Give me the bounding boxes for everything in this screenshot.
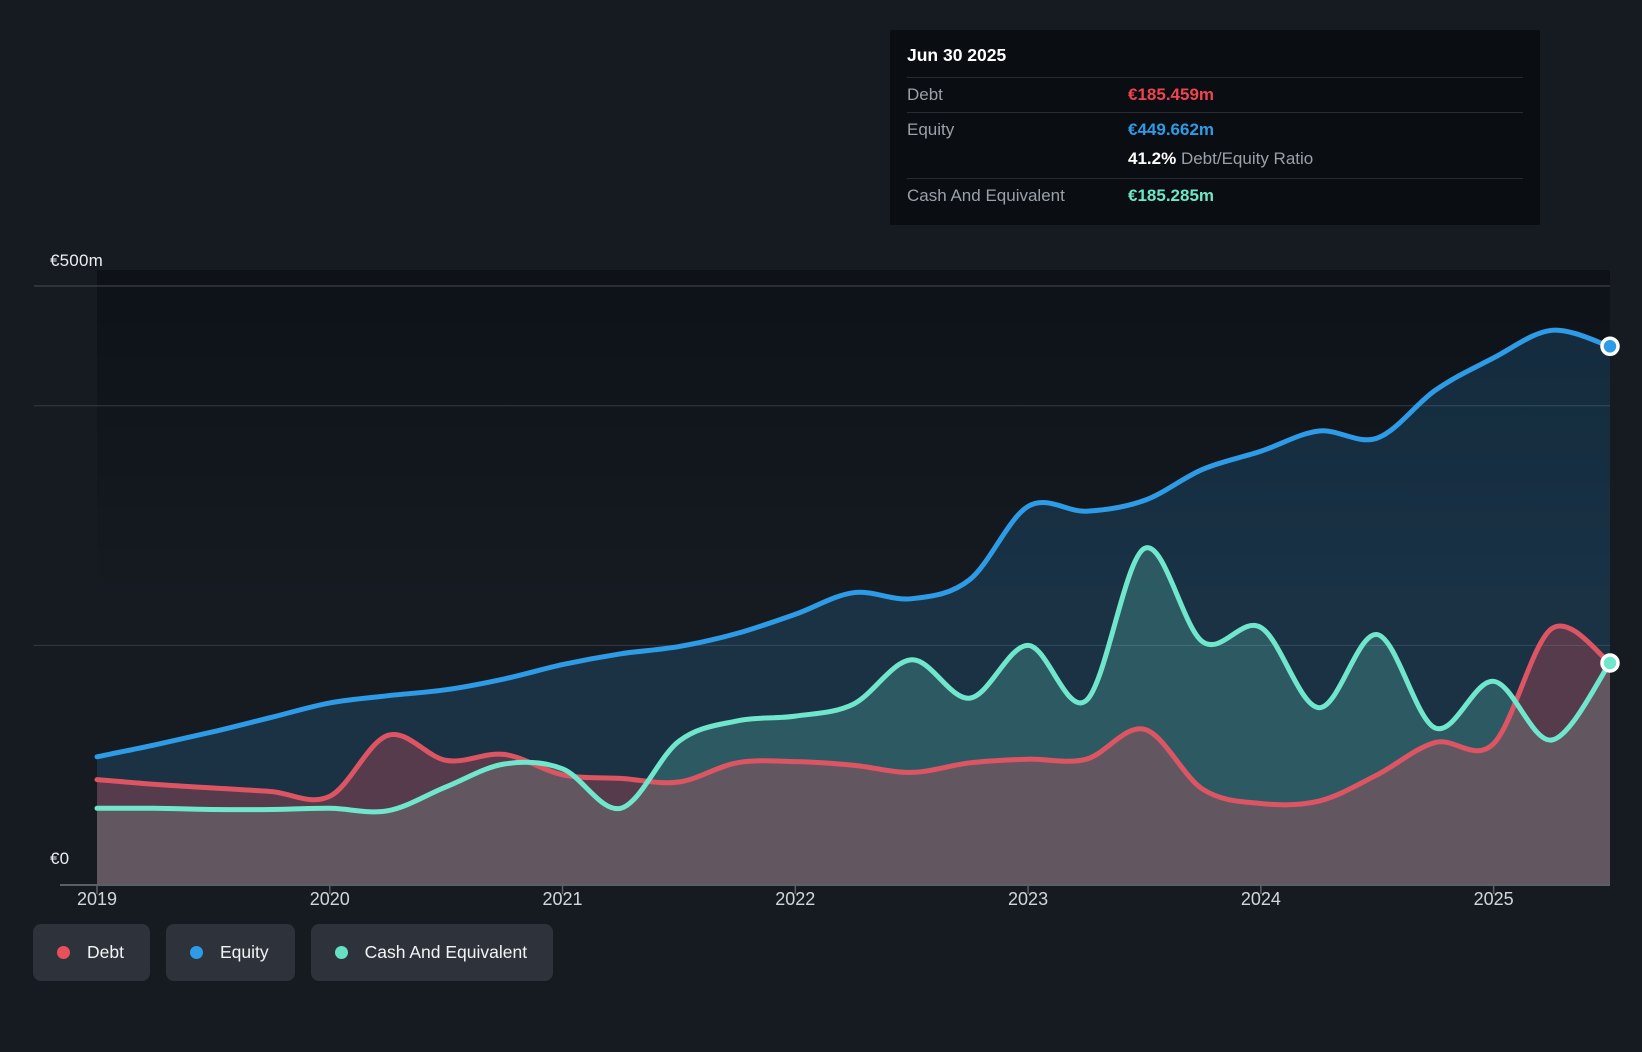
legend-equity-label: Equity [219, 942, 269, 962]
x-axis-label-2024: 2024 [1240, 889, 1281, 909]
cash-dot-icon [334, 946, 348, 959]
tooltip-ratio-label: Debt/Equity Ratio [1180, 149, 1314, 168]
chart-legend: Debt Equity Cash And Equivalent [33, 924, 554, 981]
legend-item-debt[interactable]: Debt [33, 924, 150, 981]
debt-line [94, 623, 1613, 808]
tooltip-cash-value: €185.285m [1128, 186, 1215, 205]
tooltip-date: Jun 30 2025 [907, 45, 1007, 65]
debt-area [97, 625, 1610, 885]
y-axis-label-500m: €500m [50, 251, 103, 270]
equity-end-marker[interactable] [1600, 336, 1620, 357]
debt-dot-icon [57, 946, 70, 959]
chart-tooltip: Jun 30 2025 Debt €185.459m Equity €449.6… [890, 30, 1540, 225]
tooltip-debt-label: Debt [907, 85, 943, 104]
tooltip-ratio-row: 41.2% Debt/Equity Ratio [907, 147, 1523, 178]
x-axis-label-2022: 2022 [775, 889, 816, 909]
y-axis-label-0: €0 [50, 849, 70, 868]
tooltip-row-debt: Debt €185.459m [907, 77, 1523, 112]
cash-and-equivalent-end-marker[interactable] [1600, 653, 1620, 673]
legend-debt-label: Debt [87, 942, 124, 962]
tooltip-debt-value: €185.459m [1128, 85, 1215, 104]
x-axis-label-2020: 2020 [309, 889, 350, 909]
tooltip-equity-label: Equity [907, 120, 955, 139]
x-axis-label-2025: 2025 [1473, 889, 1514, 909]
tooltip-row-equity: Equity €449.662m [907, 112, 1523, 147]
legend-item-cash[interactable]: Cash And Equivalent [310, 924, 554, 981]
x-axis-label-2021: 2021 [542, 889, 583, 909]
legend-item-equity[interactable]: Equity [165, 924, 295, 981]
legend-cash-label: Cash And Equivalent [364, 942, 528, 962]
tooltip-equity-value: €449.662m [1128, 120, 1215, 139]
equity-dot-icon [189, 946, 203, 959]
cash-and-equivalent-line [94, 545, 1613, 815]
tooltip-ratio-value: 41.2% [1128, 149, 1177, 168]
equity-area [97, 330, 1610, 885]
tooltip-cash-label: Cash And Equivalent [907, 186, 1065, 205]
equity-line [94, 327, 1613, 760]
x-axis-label-2019: 2019 [76, 889, 118, 909]
x-axis-label-2023: 2023 [1008, 889, 1049, 909]
tooltip-row-cash: Cash And Equivalent €185.285m [907, 178, 1523, 213]
